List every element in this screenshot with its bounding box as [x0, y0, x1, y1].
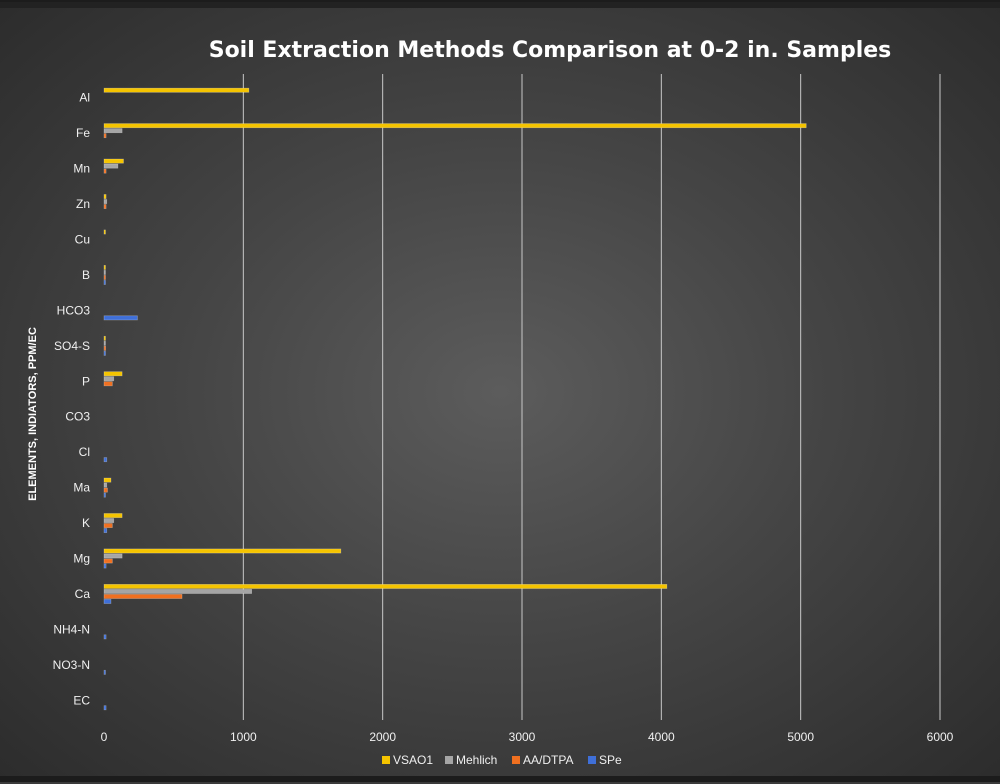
bar-HCO3-SPe	[103, 315, 138, 321]
gridlines	[242, 74, 941, 720]
bar-Ma-AA/DTPA	[103, 487, 108, 493]
bar-P-AA/DTPA	[103, 381, 113, 387]
bar-B-Mehlich	[103, 270, 106, 275]
category-label: Zn	[76, 197, 90, 211]
bar-NO3-N-SPe	[103, 669, 106, 675]
x-tick-labels: 0 1000 2000 3000 4000 5000 6000	[101, 730, 954, 744]
legend-label-VSAO1: VSAO1	[393, 753, 433, 767]
bar-Ca-SPe	[103, 599, 112, 604]
legend-label-SPe: SPe	[599, 753, 622, 767]
bar-K-SPe	[103, 528, 108, 533]
bar-Fe-AA/DTPA	[103, 133, 107, 139]
bar-P-Mehlich	[103, 376, 115, 382]
bar-SO4-S-Mehlich	[103, 340, 106, 346]
x-tick-label: 0	[101, 730, 108, 744]
bar-Ma-Mehlich	[103, 482, 108, 488]
category-label: CO3	[65, 410, 90, 424]
category-label: NO3-N	[53, 658, 90, 672]
top-border	[0, 2, 1000, 8]
legend: VSAO1 Mehlich AA/DTPA SPe	[382, 753, 622, 767]
bar-EC-SPe	[103, 705, 107, 711]
category-label: Cu	[75, 233, 90, 247]
legend-label-AA/DTPA: AA/DTPA	[523, 753, 573, 767]
bottom-border	[0, 776, 1000, 782]
bar-Cl-SPe	[103, 457, 108, 463]
bar-Ca-VSAO1	[103, 584, 668, 589]
x-tick-label: 3000	[509, 730, 536, 744]
bar-SO4-S-VSAO1	[103, 335, 106, 341]
legend-swatch-SPe	[588, 756, 596, 764]
bar-Fe-VSAO1	[103, 123, 807, 129]
category-label: Cl	[79, 445, 90, 459]
x-tick-label: 2000	[369, 730, 396, 744]
chart-title: Soil Extraction Methods Comparison at 0-…	[209, 38, 892, 63]
category-label: Al	[79, 91, 90, 105]
bar-Zn-Mehlich	[103, 199, 108, 204]
bar-B-AA/DTPA	[103, 275, 106, 280]
bar-K-Mehlich	[103, 518, 115, 523]
category-label: EC	[73, 693, 90, 707]
bar-Mg-VSAO1	[103, 548, 342, 554]
category-label: B	[82, 268, 90, 282]
bar-Ma-VSAO1	[103, 477, 112, 483]
bar-Mg-Mehlich	[103, 553, 123, 559]
y-axis-label: ELEMENTS, INDIATORS, PPM/EC	[27, 327, 39, 501]
bar-K-AA/DTPA	[103, 523, 113, 528]
bar-Zn-VSAO1	[103, 194, 107, 199]
bar-P-VSAO1	[103, 371, 123, 377]
category-label: SO4-S	[54, 339, 90, 353]
bar-Ca-Mehlich	[103, 589, 252, 594]
bar-Mn-Mehlich	[103, 163, 119, 169]
bar-Cu-VSAO1	[103, 229, 106, 235]
x-tick-label: 5000	[787, 730, 814, 744]
category-label: Mg	[73, 552, 90, 566]
legend-swatch-Mehlich	[445, 756, 453, 764]
category-label: P	[82, 374, 90, 388]
bar-Mg-AA/DTPA	[103, 558, 113, 564]
category-label: Mn	[73, 162, 90, 176]
bar-Zn-AA/DTPA	[103, 204, 107, 209]
category-label: HCO3	[57, 303, 91, 317]
legend-swatch-VSAO1	[382, 756, 390, 764]
x-tick-label: 1000	[230, 730, 257, 744]
category-label: K	[82, 516, 90, 530]
bar-NH4-N-SPe	[103, 634, 107, 640]
legend-swatch-AA/DTPA	[512, 756, 520, 764]
x-tick-label: 4000	[648, 730, 675, 744]
x-tick-label: 6000	[927, 730, 954, 744]
category-label: NH4-N	[53, 622, 90, 636]
category-labels: Al Fe Mn Zn Cu B HCO3 SO4-S P CO3 Cl Ma K Mg Ca NH4-N NO…	[53, 91, 91, 708]
bar-K-VSAO1	[103, 513, 123, 518]
bar-Mn-VSAO1	[103, 158, 124, 164]
bar-Ca-AA/DTPA	[103, 594, 183, 599]
bars	[103, 87, 807, 711]
bar-SO4-S-AA/DTPA	[103, 345, 106, 351]
category-label: Ma	[73, 481, 90, 495]
bar-Fe-Mehlich	[103, 128, 123, 134]
legend-label-Mehlich: Mehlich	[456, 753, 497, 767]
bar-SO4-S-SPe	[103, 350, 106, 356]
bar-B-VSAO1	[103, 265, 106, 270]
bar-Mg-SPe	[103, 563, 107, 569]
bar-Al-VSAO1	[103, 87, 250, 93]
bar-Ma-SPe	[103, 492, 106, 498]
bar-B-SPe	[103, 280, 106, 285]
bar-Mn-AA/DTPA	[103, 168, 107, 174]
category-label: Ca	[75, 587, 91, 601]
category-label: Fe	[76, 126, 90, 140]
